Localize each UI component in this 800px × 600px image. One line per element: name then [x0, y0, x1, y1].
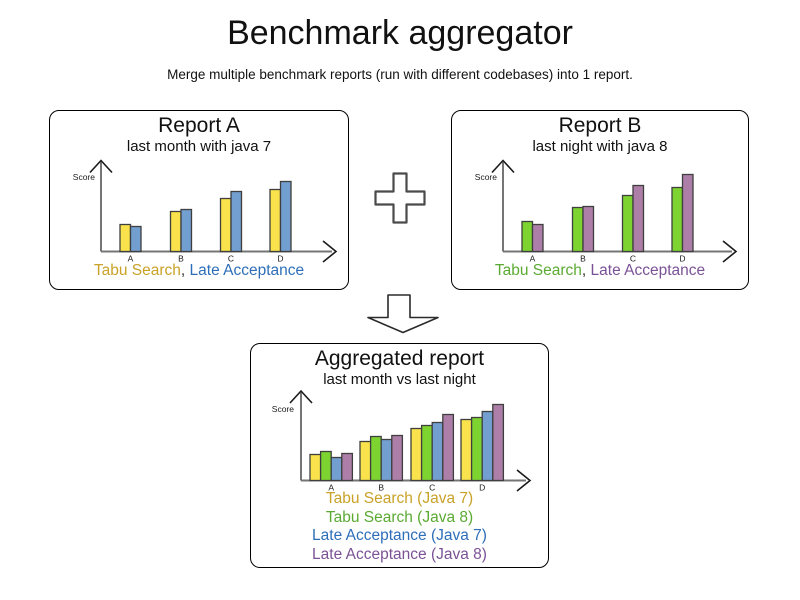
bar — [681, 173, 694, 253]
bar — [391, 434, 404, 482]
bar — [632, 184, 645, 253]
bar — [279, 180, 292, 253]
bar — [420, 424, 433, 482]
category-label: B — [378, 483, 384, 493]
bar — [521, 220, 534, 253]
category-label: C — [228, 254, 234, 264]
bar — [431, 421, 444, 482]
category-label: B — [178, 254, 184, 264]
report-a-bar-chart: Score A B C D — [73, 159, 338, 264]
bar — [410, 427, 423, 482]
down-arrow-icon — [365, 293, 441, 335]
bar — [470, 416, 483, 482]
legend-item: Late Acceptance — [590, 262, 706, 279]
y-axis-arrowhead-icon — [289, 389, 313, 404]
bar — [309, 453, 322, 482]
category-label: C — [630, 254, 636, 264]
bar — [460, 418, 473, 482]
page-subtitle: Merge multiple benchmark reports (run wi… — [167, 67, 633, 82]
category-label: D — [479, 483, 485, 493]
report-a-subtitle: last month with java 7 — [126, 138, 272, 155]
bar — [442, 413, 455, 482]
y-axis-label: Score — [272, 404, 294, 414]
bar — [269, 188, 282, 253]
bar — [180, 208, 193, 253]
x-axis-arrowhead-icon — [516, 469, 532, 492]
report-b-legend: Tabu Search, Late Acceptance — [452, 262, 748, 280]
bar — [369, 435, 382, 482]
bar — [230, 190, 243, 253]
bar — [319, 450, 332, 482]
legend-item: Tabu Search (Java 7) — [325, 490, 474, 507]
bar — [330, 456, 343, 482]
category-label: D — [679, 254, 685, 264]
report-b-subtitle: last night with java 8 — [532, 138, 668, 155]
bar — [380, 438, 393, 482]
bar — [129, 225, 142, 253]
aggregated-title: Aggregated report — [314, 347, 485, 370]
page-title: Benchmark aggregator — [227, 14, 573, 52]
legend-separator: , — [180, 262, 190, 279]
bar — [341, 452, 354, 482]
category-label: B — [580, 254, 586, 264]
bar — [119, 223, 132, 253]
x-axis-arrowhead-icon — [322, 240, 338, 263]
y-axis-arrowhead-icon — [89, 159, 113, 174]
category-label: A — [128, 254, 134, 264]
x-axis-arrowhead-icon — [722, 240, 738, 263]
aggregated-subtitle: last month vs last night — [323, 371, 476, 388]
aggregated-bar-chart: Score A B C D — [272, 389, 532, 493]
bar — [582, 205, 595, 253]
category-label: A — [328, 483, 334, 493]
bar — [531, 223, 544, 253]
bar — [481, 410, 494, 482]
legend-separator: , — [581, 262, 591, 279]
legend-item: Tabu Search — [494, 262, 582, 279]
report-b-bar-chart: Score A B C D — [475, 159, 738, 264]
aggregated-report-panel: Aggregated report last month vs last nig… — [250, 343, 549, 568]
legend-item: Tabu Search — [93, 262, 181, 279]
legend-item: Late Acceptance (Java 8) — [312, 545, 487, 563]
legend-item: Late Acceptance (Java 7) — [312, 527, 487, 544]
y-axis-arrowhead-icon — [491, 159, 515, 174]
category-label: C — [429, 483, 435, 493]
report-a-title: Report A — [158, 114, 240, 137]
bar — [219, 197, 232, 253]
bar — [571, 206, 584, 253]
category-label: D — [277, 254, 283, 264]
bar — [621, 194, 634, 253]
category-label: A — [530, 254, 536, 264]
legend-item: Tabu Search (Java 8) — [325, 508, 474, 526]
bar — [492, 403, 505, 482]
bar — [359, 440, 372, 482]
bar — [671, 186, 684, 253]
report-a-panel: Report A last month with java 7 Score A B C… — [49, 110, 349, 290]
plus-icon — [373, 171, 427, 225]
aggregated-legend: Tabu Search (Java 7) Tabu Search (Java 8)… — [251, 490, 548, 564]
bar — [169, 210, 182, 253]
report-b-title: Report B — [558, 114, 642, 137]
legend-item: Late Acceptance — [189, 262, 305, 279]
report-b-panel: Report B last night with java 8 Score A B C… — [451, 110, 749, 290]
report-a-legend: Tabu Search, Late Acceptance — [50, 262, 348, 280]
y-axis-label: Score — [475, 172, 497, 182]
y-axis-label: Score — [73, 172, 95, 182]
